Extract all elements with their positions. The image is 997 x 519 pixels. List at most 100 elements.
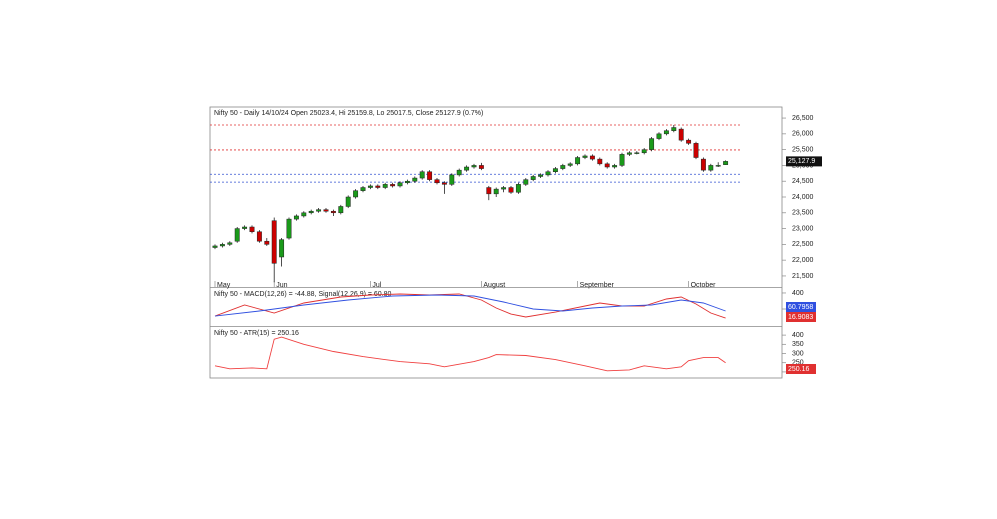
candle-body: [301, 212, 307, 217]
candle-body: [663, 130, 669, 135]
candle-body: [323, 209, 329, 212]
x-tick-label: Jul: [372, 282, 381, 289]
candle-body: [649, 138, 655, 150]
value-box: [786, 364, 816, 374]
candle-body: [316, 209, 322, 212]
panel-title: Nifty 50 - Daily 14/10/24 Open 25023.4, …: [214, 110, 483, 117]
y-tick-label: 26,500: [792, 115, 814, 122]
candle-body: [441, 182, 447, 185]
candle-body: [715, 165, 721, 167]
candle-body: [464, 166, 470, 171]
candle-body: [545, 171, 551, 176]
candle-body: [449, 174, 455, 185]
candle-body: [397, 182, 403, 187]
x-tick-label: September: [580, 282, 615, 289]
candle-body: [338, 206, 344, 214]
candle-body: [478, 165, 484, 169]
series-line: [214, 294, 726, 317]
candle-body: [471, 165, 477, 168]
y-tick-label: 400: [792, 290, 804, 297]
frame: [209, 106, 783, 379]
candle-body: [308, 210, 314, 214]
candle-body: [271, 220, 277, 264]
candle-body: [604, 163, 610, 168]
candle-body: [501, 187, 507, 190]
y-tick-label: 22,000: [792, 257, 814, 264]
y-tick-label: 23,000: [792, 225, 814, 232]
candle-body: [619, 154, 625, 166]
candle-body: [493, 188, 499, 195]
candle-body: [256, 231, 262, 242]
y-tick-label: 400: [792, 332, 804, 339]
candle-body: [382, 184, 388, 188]
y-tick-label: 24,500: [792, 178, 814, 185]
x-tick-label: Jun: [276, 282, 287, 289]
candle-body: [626, 152, 632, 155]
series-line: [214, 336, 726, 372]
candle-body: [345, 196, 351, 207]
candle-body: [486, 187, 492, 195]
candle-body: [249, 226, 255, 232]
candle-body: [612, 165, 618, 168]
y-tick-label: 23,500: [792, 210, 814, 217]
candle-body: [242, 226, 248, 229]
y-tick-label: 22,500: [792, 241, 814, 248]
panel-title: Nifty 50 - ATR(15) = 250.16: [214, 330, 299, 337]
value-box: [786, 302, 816, 312]
candle-body: [353, 190, 359, 198]
candle-body: [589, 155, 595, 160]
y-tick-label: 25,500: [792, 146, 814, 153]
candle-body: [286, 218, 292, 239]
last-price-box: [786, 156, 822, 167]
y-tick-label: 350: [792, 341, 804, 348]
candle-body: [515, 184, 521, 193]
candle-body: [552, 168, 558, 172]
candle-body: [427, 171, 433, 180]
candle-body: [708, 165, 714, 171]
y-tick-label: 21,500: [792, 273, 814, 280]
y-tick-label: 300: [792, 350, 804, 357]
candle-body: [671, 127, 677, 131]
candle-body: [686, 139, 692, 144]
candle-body: [367, 185, 373, 188]
candle-body: [293, 215, 299, 220]
candle-body: [597, 158, 603, 165]
candle-body: [693, 143, 699, 158]
panel-title: Nifty 50 - MACD(12,26) = -44.88, Signal(…: [214, 291, 392, 298]
candle-body: [538, 174, 544, 177]
x-tick-label: August: [483, 282, 505, 289]
candle-body: [641, 149, 647, 154]
value-box-label: 16.9083: [788, 314, 813, 321]
candle-body: [434, 179, 440, 184]
value-box-label: 250.16: [788, 366, 810, 373]
x-tick-label: May: [217, 282, 231, 289]
candle-body: [723, 161, 729, 165]
candle-body: [412, 177, 418, 182]
candle-body: [567, 163, 573, 166]
candle-body: [219, 244, 225, 247]
candle-body: [360, 187, 366, 191]
candle-body: [634, 152, 640, 154]
candle-body: [419, 171, 425, 179]
candle-body: [508, 187, 514, 193]
candle-body: [330, 210, 336, 214]
candle-body: [530, 176, 536, 180]
candle-body: [212, 245, 218, 248]
y-tick-label: 250: [792, 360, 804, 367]
candle-body: [234, 228, 240, 242]
candle-body: [656, 133, 662, 139]
candle-body: [575, 157, 581, 165]
y-tick-label: 24,000: [792, 194, 814, 201]
value-box: [786, 312, 816, 322]
y-tick-label: 26,000: [792, 131, 814, 138]
candle-body: [700, 158, 706, 171]
candle-body: [264, 240, 270, 245]
value-box-label: 60.7958: [788, 304, 813, 311]
series-line: [214, 293, 726, 319]
candle-body: [523, 179, 529, 185]
candle-body: [279, 239, 285, 258]
x-tick-label: October: [691, 282, 717, 289]
last-price-label: 25,127.9: [788, 158, 815, 165]
candle-body: [227, 242, 233, 245]
candle-body: [375, 185, 381, 188]
